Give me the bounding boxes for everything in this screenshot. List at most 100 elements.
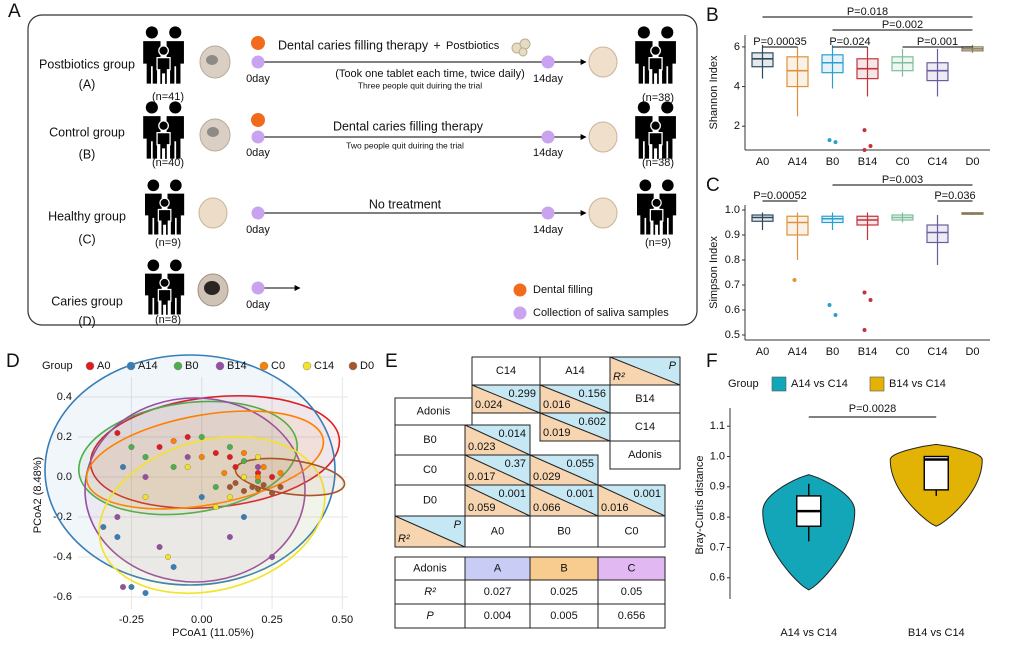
table-cell <box>529 579 599 605</box>
point <box>226 454 233 460</box>
legend-swatch <box>771 376 787 392</box>
n-start: (n=41) <box>152 91 184 103</box>
point <box>198 434 205 440</box>
r2-text: R² <box>613 371 625 383</box>
n-start: (n=40) <box>152 157 184 169</box>
y-axis-title: PCoA2 (8.48%) <box>32 457 44 533</box>
legend-swatch <box>215 361 225 371</box>
y-tick-label: -0.2 <box>53 511 72 523</box>
cell-diagonal <box>539 412 611 442</box>
group-name: Control group <box>49 125 125 139</box>
point <box>198 494 205 500</box>
point <box>165 554 171 560</box>
point <box>114 514 121 520</box>
cell-text: A0 <box>491 525 504 537</box>
header-text: A <box>494 562 502 574</box>
point <box>184 464 191 470</box>
plus: + <box>433 38 440 52</box>
y-tick-label: 4 <box>734 80 740 92</box>
point <box>221 470 228 476</box>
n-end: (n=38) <box>642 157 674 169</box>
legend-swatch <box>259 361 269 371</box>
y-axis-title: Simpson Index <box>708 236 720 309</box>
header-text: Adonis <box>413 562 447 574</box>
table-cell <box>597 579 666 605</box>
cell-text: 0.05 <box>621 586 642 598</box>
point <box>212 484 219 490</box>
legend-label: Collection of saliva samples <box>533 307 669 319</box>
x-axis-title: PCoA1 (11.05%) <box>172 627 254 639</box>
cell-diagonal <box>539 384 611 414</box>
point <box>128 444 135 450</box>
confidence-ellipse <box>98 435 326 595</box>
outlier <box>868 144 873 149</box>
point <box>255 474 261 480</box>
outlier <box>833 140 838 145</box>
point <box>142 474 149 480</box>
legend-label: B14 <box>227 360 247 372</box>
table-cell <box>394 397 473 426</box>
cell-diagonal <box>464 454 531 486</box>
outlier <box>862 290 867 295</box>
x-tick-label: C0 <box>895 346 909 358</box>
cell-text: A14 <box>565 365 585 377</box>
r2-text: 0.016 <box>543 399 571 411</box>
box <box>926 62 949 82</box>
table-cell <box>529 515 599 548</box>
p-value: P=0.002 <box>882 19 923 31</box>
group-code: (B) <box>79 147 96 161</box>
study-design: Postbiotics group (A) (n=41) Dental cari… <box>27 14 698 328</box>
cell-text: 0.005 <box>550 610 578 622</box>
point <box>255 486 261 492</box>
point <box>255 464 261 470</box>
x-tick-label: -0.25 <box>119 614 144 626</box>
point <box>142 590 149 596</box>
people-icon <box>142 100 185 161</box>
outlier <box>862 148 867 152</box>
panel-label: E <box>385 351 398 372</box>
tooth <box>197 273 229 307</box>
cell-text: B0 <box>423 434 436 446</box>
cell-text: D0 <box>423 494 437 506</box>
cell-diagonal <box>464 484 531 517</box>
p-text: 0.299 <box>508 388 536 400</box>
point <box>240 458 247 464</box>
point <box>255 454 261 460</box>
point <box>240 450 247 456</box>
y-tick-label: -0.6 <box>53 591 72 603</box>
group-code: (D) <box>78 314 95 328</box>
r2-text: 0.059 <box>468 502 496 514</box>
p-value: P=0.036 <box>934 190 975 202</box>
legend-title: Group <box>42 360 73 372</box>
cell-text: 0.656 <box>618 610 646 622</box>
y-tick-label: 0.6 <box>725 304 740 316</box>
point <box>142 454 149 460</box>
legend-swatch <box>85 361 95 371</box>
point <box>114 430 121 436</box>
cell-text: R² <box>424 586 436 598</box>
day-end: 14day <box>533 224 563 236</box>
saliva-dot <box>251 281 265 295</box>
x-tick-label: C14 <box>927 156 947 168</box>
x-tick-label: C0 <box>895 156 909 168</box>
frame <box>27 14 698 326</box>
confidence-ellipse <box>44 354 336 586</box>
point <box>240 474 247 480</box>
confidence-ellipse <box>84 397 306 583</box>
point <box>260 464 267 470</box>
therapy: No treatment <box>369 197 442 211</box>
p-value: P=0.001 <box>917 36 958 48</box>
therapy: Dental caries filling therapy <box>333 119 484 133</box>
point <box>100 524 107 530</box>
cell-text: P <box>426 610 434 622</box>
n-start: (n=8) <box>155 314 181 326</box>
legend-label: D0 <box>360 360 374 372</box>
header-text: C <box>628 562 636 574</box>
cell-text: C14 <box>635 421 655 433</box>
p-text: P <box>669 360 677 372</box>
point <box>212 450 219 456</box>
people-icon <box>142 25 185 86</box>
therapy: Dental caries filling therapy <box>278 38 429 52</box>
